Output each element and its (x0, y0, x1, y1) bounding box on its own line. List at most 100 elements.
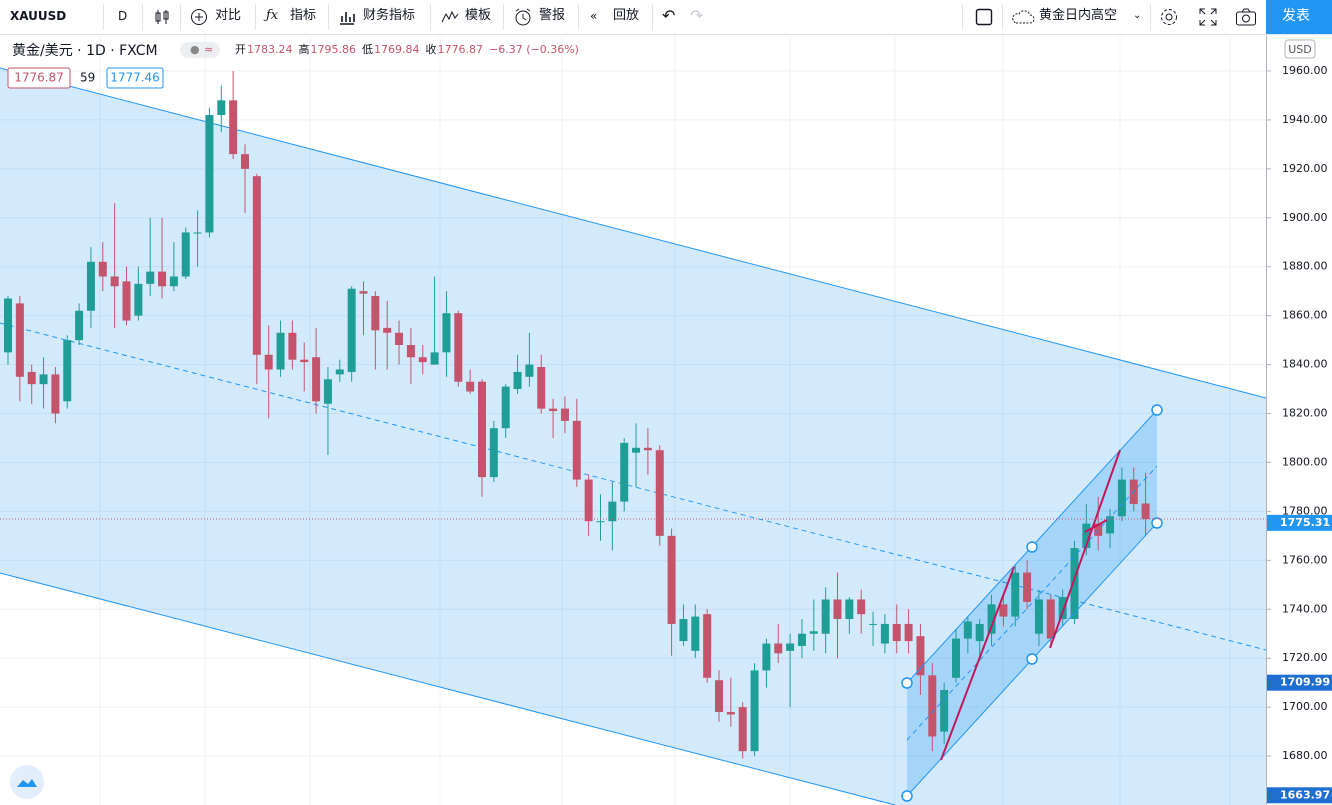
y-tick-label: 1700.00 (1282, 700, 1328, 713)
candle-body (1046, 599, 1055, 639)
candle-body (205, 115, 214, 233)
candle-body (940, 690, 949, 732)
candle-body (632, 447, 641, 453)
chart: USD 1680.001700.001720.001740.001760.001… (0, 35, 1332, 805)
candle-body (501, 386, 510, 429)
handles[interactable] (901, 404, 1163, 802)
candle-body (762, 643, 771, 671)
candle-body (809, 631, 818, 634)
fullscreen-box[interactable] (975, 8, 993, 26)
candle-body (726, 712, 735, 715)
candle-body (241, 154, 249, 169)
publish-label[interactable]: 发表 (1282, 8, 1310, 24)
candle-body (454, 313, 463, 382)
candle-body (406, 345, 415, 358)
candle-icon[interactable] (153, 8, 171, 26)
candle-body (489, 428, 498, 478)
y-tick-label: 1760.00 (1282, 553, 1328, 566)
dropdown[interactable]: ⌄ (1133, 10, 1142, 21)
candle-body (134, 283, 143, 316)
fx-icon: ƒx (266, 8, 279, 23)
toolbar-item[interactable]: 对比 (215, 8, 242, 23)
ohlc-item: 1795.86 (311, 43, 357, 56)
y-tick-label: 1920.00 (1282, 162, 1328, 175)
small-channel-fill (907, 410, 1157, 796)
price-label: 1663.97 (1280, 788, 1330, 801)
symbol[interactable]: XAUUSD (10, 9, 67, 23)
candle-body (537, 367, 546, 409)
compare-icon[interactable] (190, 8, 208, 26)
candle-body (252, 176, 261, 355)
candle-body (27, 371, 36, 385)
candle-body (513, 371, 522, 390)
ohlc-item: 收 (426, 42, 437, 56)
candle-body (1034, 599, 1043, 634)
settings-icon[interactable] (1158, 6, 1180, 28)
candle-body (312, 357, 321, 402)
candle-body (797, 633, 806, 646)
layout-name[interactable]: 黄金日内高空 (1039, 8, 1118, 23)
snapshot-icon[interactable] (1235, 8, 1257, 26)
candle-body (110, 276, 119, 287)
replay-icon: « (590, 9, 598, 23)
trend-lines (940, 449, 1121, 761)
small-channel-mid (906, 465, 1158, 741)
toolbar-item[interactable]: 财务指标 (363, 8, 416, 23)
candle-body (4, 298, 12, 353)
toolbar-item[interactable]: 警报 (539, 8, 566, 23)
candle-body (169, 276, 178, 287)
candle-body (217, 100, 226, 116)
channel-bottom (0, 572, 896, 805)
price-label: 1775.31 (1280, 516, 1330, 529)
candle-body (181, 232, 190, 277)
currency-box[interactable] (1284, 39, 1316, 59)
legend-pill[interactable] (180, 42, 220, 58)
y-tick-label: 1820.00 (1282, 407, 1328, 420)
candle-body (845, 599, 854, 620)
undo[interactable]: ↶ (662, 6, 676, 25)
candle-body (39, 374, 48, 385)
y-tick-label: 1720.00 (1282, 651, 1328, 664)
channel-fill (0, 68, 1266, 805)
candle-body (51, 374, 60, 414)
alert-icon[interactable] (513, 7, 533, 27)
logo[interactable] (10, 765, 44, 799)
candle-body (833, 599, 842, 620)
toolbar-item[interactable]: 回放 (613, 8, 640, 23)
expand-icon[interactable] (1199, 8, 1217, 26)
candle-body (300, 359, 309, 363)
candle-body (75, 310, 84, 341)
candle-body (1141, 503, 1150, 520)
interval[interactable]: D (118, 9, 128, 23)
candle-body (466, 381, 475, 392)
y-tick-label: 1800.00 (1282, 455, 1328, 468)
candle-body (643, 447, 652, 451)
candle-body (63, 340, 72, 402)
candle-body (715, 680, 723, 713)
candle-body (963, 621, 972, 639)
legend-pill-wave: ≈ (204, 43, 213, 56)
candle-body (371, 296, 380, 331)
candle-body (418, 357, 427, 363)
toolbar-item[interactable]: 模板 (465, 8, 492, 23)
candle-body (880, 623, 889, 644)
candle-body (786, 643, 795, 651)
candle-body (892, 623, 901, 642)
cloud-icon (1012, 10, 1035, 24)
ohlc-item: 低 (362, 43, 373, 56)
redo: ↷ (690, 6, 704, 25)
fin-icon[interactable] (338, 8, 356, 26)
template-icon[interactable] (440, 8, 460, 26)
ask-box (106, 67, 164, 89)
candle-body (975, 623, 984, 642)
ohlc-item: 开 (235, 43, 246, 56)
y-tick-label: 1960.00 (1282, 64, 1328, 77)
candle-body (679, 619, 688, 642)
candle-body (857, 599, 866, 615)
toolbar-item[interactable]: 指标 (290, 8, 317, 23)
currency: USD (1288, 43, 1312, 56)
publish-button[interactable] (1266, 0, 1332, 34)
candle-body (904, 623, 913, 642)
candle-body (1011, 572, 1020, 617)
